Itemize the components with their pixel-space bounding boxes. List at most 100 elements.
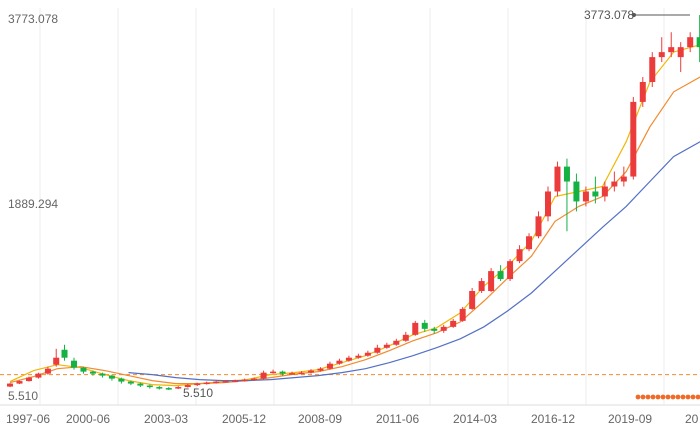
candle-body bbox=[127, 381, 134, 384]
candle-22 bbox=[213, 380, 220, 384]
candle-39 bbox=[374, 344, 381, 354]
marker-dot bbox=[645, 394, 651, 400]
candle-body bbox=[469, 291, 476, 309]
candle-body bbox=[696, 37, 700, 48]
candle-body bbox=[156, 387, 163, 389]
candle-21 bbox=[203, 381, 210, 385]
candle-body bbox=[99, 373, 106, 376]
candle-26 bbox=[251, 377, 258, 381]
candle-body bbox=[535, 216, 542, 237]
candle-body bbox=[108, 375, 115, 379]
candle-body bbox=[307, 370, 314, 373]
x-tick-1997-06: 1997-06 bbox=[6, 412, 50, 426]
candle-body bbox=[251, 378, 258, 381]
candle-48 bbox=[459, 306, 466, 322]
candle-body bbox=[53, 357, 60, 365]
candle-38 bbox=[364, 350, 371, 357]
candle-27 bbox=[260, 370, 267, 380]
candle-44 bbox=[421, 319, 428, 332]
candle-body bbox=[658, 52, 665, 58]
candle-14 bbox=[137, 382, 144, 388]
candle-71 bbox=[677, 42, 684, 73]
candle-9 bbox=[89, 370, 96, 376]
candle-body bbox=[630, 101, 637, 177]
candle-70 bbox=[668, 32, 675, 58]
ma-line-0 bbox=[9, 44, 700, 387]
candle-15 bbox=[146, 384, 153, 389]
candle-34 bbox=[326, 361, 333, 370]
candle-body bbox=[203, 382, 210, 385]
x-tick-2000-06: 2000-06 bbox=[66, 412, 110, 426]
marker-dot bbox=[680, 394, 686, 400]
ma-line-2 bbox=[128, 141, 700, 382]
candle-body bbox=[165, 388, 172, 390]
candle-body bbox=[241, 379, 248, 382]
candle-45 bbox=[431, 326, 438, 334]
candle-body bbox=[184, 385, 191, 388]
candle-body bbox=[402, 334, 409, 341]
candle-body bbox=[213, 381, 220, 384]
candle-body bbox=[364, 352, 371, 356]
candle-13 bbox=[127, 380, 134, 386]
candle-19 bbox=[184, 384, 191, 388]
candle-32 bbox=[307, 369, 314, 374]
candle-body bbox=[175, 387, 182, 389]
candle-43 bbox=[412, 320, 419, 336]
marker-dot bbox=[640, 394, 646, 400]
candle-body bbox=[7, 383, 13, 387]
candle-3 bbox=[35, 372, 42, 379]
candle-4 bbox=[44, 366, 51, 375]
x-tick-2008-09: 2008-09 bbox=[298, 412, 342, 426]
marker-dot bbox=[695, 394, 700, 400]
candle-body bbox=[459, 308, 466, 321]
candle-51 bbox=[488, 268, 495, 293]
candle-68 bbox=[649, 52, 656, 87]
candle-body bbox=[620, 176, 627, 182]
candle-11 bbox=[108, 374, 115, 381]
candle-2 bbox=[25, 376, 32, 382]
candle-body bbox=[25, 377, 32, 382]
candle-36 bbox=[345, 355, 352, 362]
candle-body bbox=[289, 373, 296, 375]
candle-body bbox=[317, 368, 324, 371]
candle-body bbox=[677, 47, 684, 58]
candle-58 bbox=[554, 161, 561, 197]
grid-lines bbox=[0, 8, 700, 406]
x-tick-2014-03: 2014-03 bbox=[453, 412, 497, 426]
candle-0 bbox=[7, 383, 13, 388]
candle-body bbox=[298, 372, 305, 375]
candle-18 bbox=[175, 386, 182, 390]
candle-body bbox=[270, 371, 277, 374]
candle-body bbox=[582, 191, 589, 202]
candle-62 bbox=[592, 176, 599, 204]
candle-6 bbox=[61, 344, 68, 361]
candle-body bbox=[89, 371, 96, 374]
candle-60 bbox=[573, 173, 580, 212]
marker-dots bbox=[635, 394, 700, 400]
candle-5 bbox=[53, 348, 60, 367]
candle-body bbox=[393, 340, 400, 345]
candle-8 bbox=[80, 366, 87, 374]
candle-63 bbox=[601, 181, 608, 202]
candle-body bbox=[431, 328, 438, 331]
candle-body bbox=[639, 81, 646, 102]
candle-41 bbox=[393, 338, 400, 346]
candle-29 bbox=[279, 370, 286, 376]
candle-57 bbox=[544, 186, 551, 222]
candle-49 bbox=[469, 288, 476, 310]
candle-66 bbox=[630, 96, 637, 180]
candle-16 bbox=[156, 386, 163, 390]
max-leader-dot bbox=[632, 13, 636, 17]
candle-body bbox=[194, 383, 201, 386]
y-axis-labels: 3773.078 1889.294 5.510 bbox=[8, 12, 58, 403]
candle-body bbox=[16, 381, 23, 384]
candle-10 bbox=[99, 372, 106, 378]
candle-body bbox=[374, 347, 381, 353]
x-tick-2011-06: 2011-06 bbox=[376, 412, 419, 426]
candle-30 bbox=[289, 371, 296, 375]
candle-body bbox=[544, 191, 551, 217]
ma-lines bbox=[9, 44, 700, 387]
candle-28 bbox=[270, 369, 277, 374]
candle-52 bbox=[497, 265, 504, 282]
marker-dot bbox=[655, 394, 661, 400]
